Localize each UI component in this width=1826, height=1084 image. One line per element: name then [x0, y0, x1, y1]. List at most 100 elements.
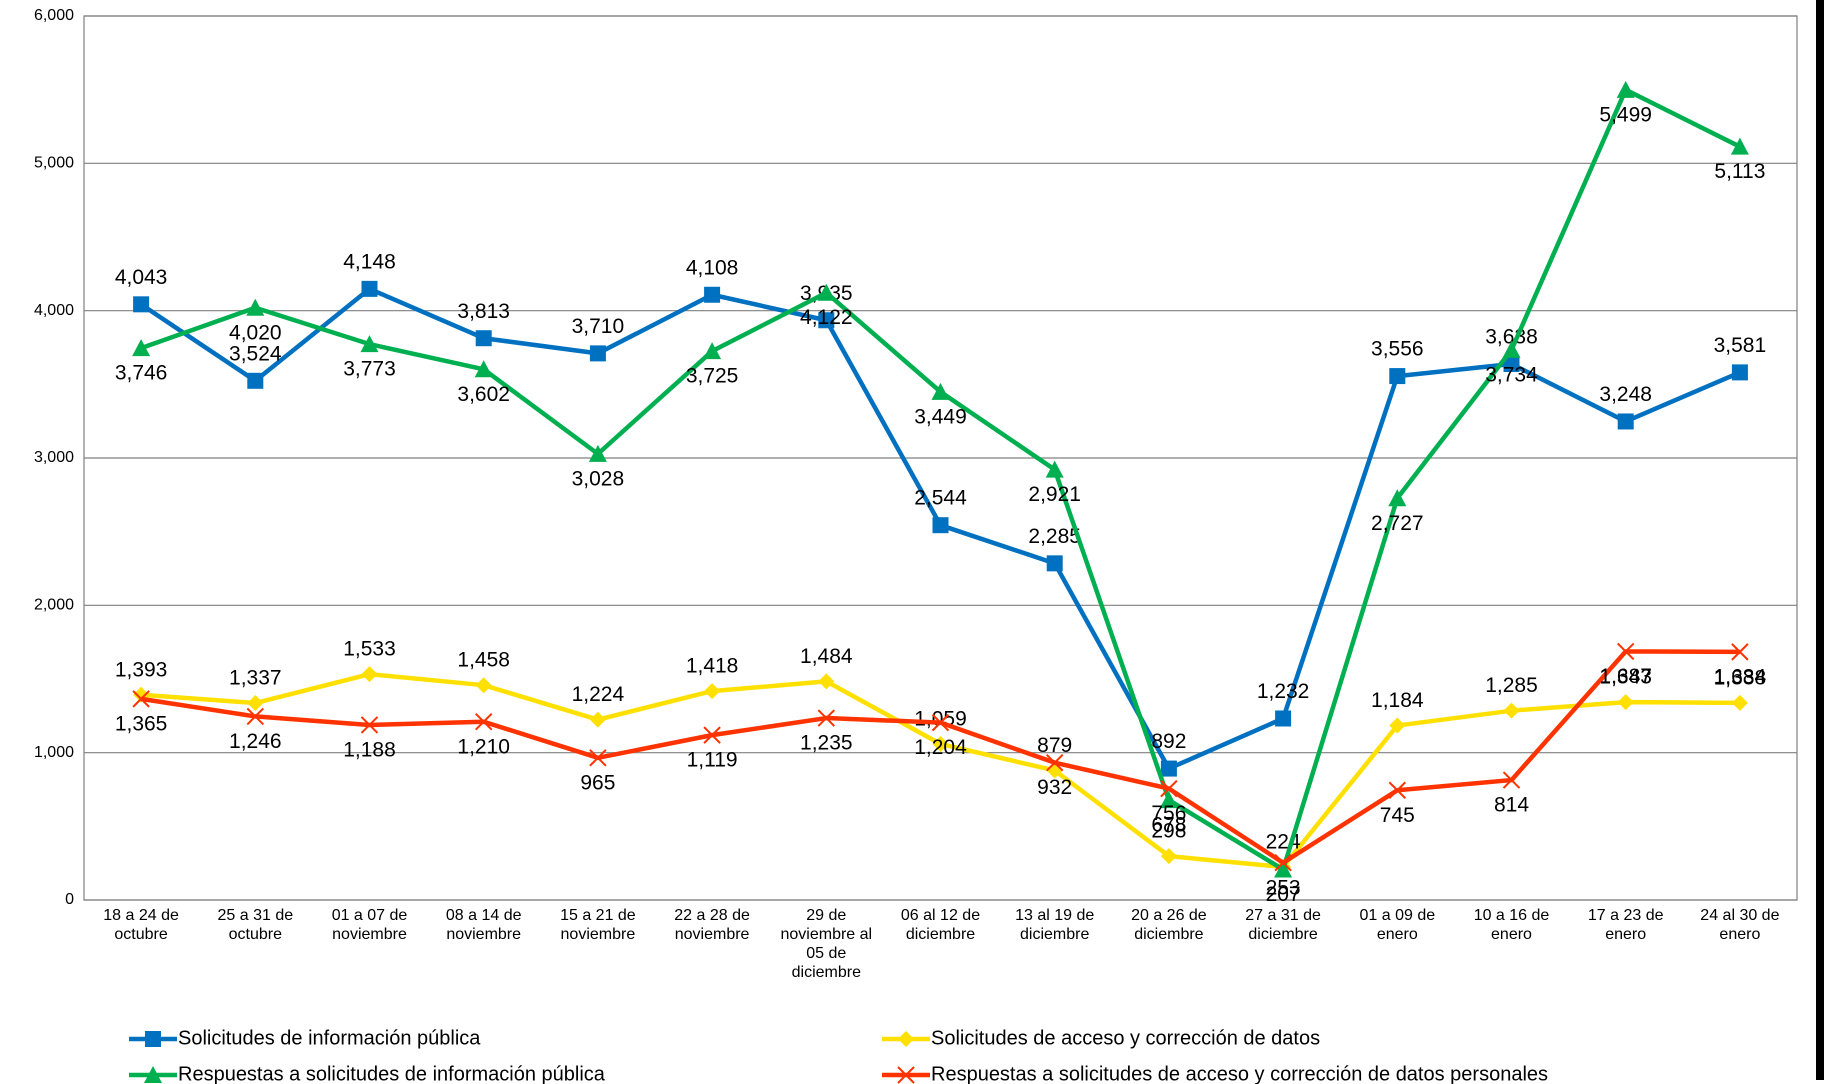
marker [931, 713, 950, 732]
legend-item: Solicitudes de información pública [129, 1027, 481, 1049]
marker [589, 749, 607, 767]
marker [1617, 413, 1634, 430]
data-label: 3,773 [343, 358, 396, 381]
marker [932, 735, 949, 752]
x-tick-label: 15 a 21 de noviembre [560, 907, 636, 943]
marker [246, 707, 265, 726]
x-tick-label: 25 a 31 de octubre [217, 907, 294, 943]
x-tick-label: 08 a 14 de noviembre [445, 907, 522, 943]
x-tick-label: 06 al 12 de diciembre [900, 907, 981, 943]
data-label: 3,734 [1485, 363, 1538, 386]
data-label: 1,204 [914, 736, 967, 759]
data-label: 298 [1151, 820, 1186, 843]
marker [1388, 781, 1407, 799]
y-tick-label: 2,000 [34, 597, 74, 614]
marker [1503, 702, 1520, 719]
y-tick-label: 6,000 [34, 7, 74, 24]
marker [474, 360, 493, 378]
data-label: 3,725 [686, 365, 739, 388]
marker [1730, 137, 1749, 155]
data-label: 3,710 [572, 315, 625, 338]
marker [475, 330, 492, 347]
marker [932, 517, 949, 534]
data-label: 1,458 [457, 649, 510, 672]
data-label: 1,184 [1371, 689, 1424, 712]
data-label: 2,727 [1371, 512, 1424, 535]
marker [704, 683, 721, 700]
x-tick-label: 13 al 19 de diciembre [1015, 907, 1095, 943]
marker [1388, 489, 1407, 507]
marker [246, 298, 265, 316]
data-label: 1,338 [1714, 666, 1767, 689]
marker [703, 342, 722, 360]
data-label: 1,210 [457, 735, 510, 758]
data-label: 1,533 [343, 638, 396, 661]
data-label: 1,235 [800, 732, 853, 755]
data-label: 1,418 [686, 655, 739, 678]
series: 3,746 4,020 3,773 3,602 3,028 3,725 4,122 3,449… [115, 80, 1765, 906]
marker [1731, 364, 1748, 381]
marker [132, 339, 151, 357]
marker [247, 372, 264, 389]
data-label: 2,285 [1028, 525, 1081, 548]
marker [1389, 368, 1406, 385]
y-tick-label: 0 [65, 891, 74, 908]
data-label: 1,232 [1257, 680, 1310, 703]
y-tick-label: 3,000 [34, 449, 74, 466]
marker [898, 1031, 914, 1047]
x-tick-label: 29 de noviembre al 05 de diciembre [780, 907, 873, 981]
data-label: 932 [1037, 776, 1072, 799]
data-label: 965 [580, 771, 615, 794]
data-label: 207 [1266, 883, 1301, 906]
data-label: 814 [1494, 794, 1529, 817]
marker [1616, 80, 1635, 98]
data-label: 2,921 [1028, 483, 1081, 506]
marker [1160, 848, 1177, 865]
data-label: 4,148 [343, 250, 396, 273]
legend-item: Respuestas a solicitudes de acceso y cor… [882, 1063, 1548, 1084]
x-tick-label: 18 a 24 de octubre [103, 907, 179, 943]
data-label: 1,246 [229, 730, 282, 753]
x-tick-label: 01 a 09 de enero [1359, 907, 1436, 943]
data-label: 5,499 [1599, 103, 1652, 126]
data-label: 2,544 [914, 487, 967, 510]
data-label: 1,188 [343, 739, 396, 762]
marker [474, 713, 493, 731]
data-label: 745 [1380, 804, 1415, 827]
data-label: 1,224 [572, 683, 625, 706]
marker [360, 716, 379, 734]
data-label: 1,684 [1714, 665, 1767, 688]
x-tick-label: 17 a 23 de enero [1587, 907, 1664, 943]
legend-label: Solicitudes de acceso y corrección de da… [931, 1027, 1320, 1049]
data-label: 3,602 [457, 383, 510, 406]
data-label: 4,043 [115, 266, 168, 289]
marker [361, 280, 378, 297]
data-label: 3,248 [1599, 383, 1652, 406]
marker [1731, 643, 1749, 661]
data-label: 892 [1151, 730, 1186, 753]
data-label: 3,449 [914, 405, 967, 428]
marker [1159, 791, 1178, 809]
marker [704, 286, 721, 303]
data-label: 4,108 [686, 256, 739, 279]
series: 4,0433,5244,1483,8133,7104,1083,9352,544… [115, 250, 1766, 777]
marker [818, 673, 835, 690]
data-label: 4,020 [229, 321, 282, 344]
data-label: 3,524 [229, 342, 282, 365]
marker [132, 690, 150, 708]
marker [1046, 555, 1063, 572]
series-line [140, 671, 1740, 870]
data-label: 253 [1266, 876, 1301, 899]
marker [589, 345, 606, 362]
marker [1616, 642, 1635, 661]
marker [1389, 717, 1406, 734]
marker [1503, 356, 1520, 373]
marker [133, 296, 150, 313]
marker [1045, 460, 1064, 478]
data-label: 879 [1037, 734, 1072, 757]
data-label: 756 [1151, 802, 1186, 825]
legend-label: Solicitudes de información pública [178, 1027, 481, 1049]
marker [1731, 694, 1748, 711]
